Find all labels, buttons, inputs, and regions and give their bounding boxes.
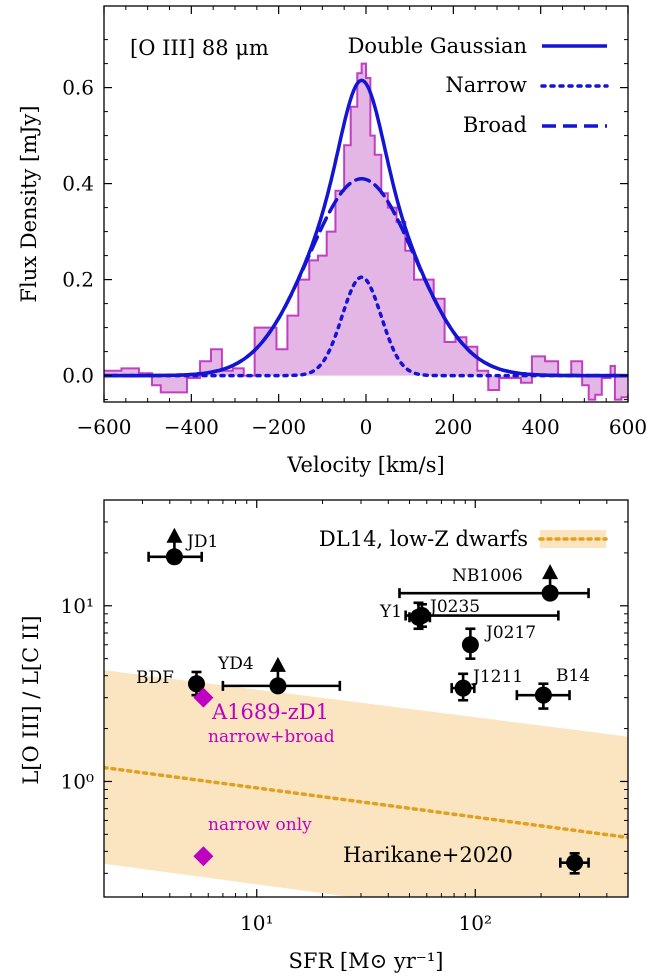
label-yd4: YD4 <box>217 654 254 674</box>
label-j1211: J1211 <box>471 667 523 687</box>
legend-label-broad: Broad <box>463 113 527 137</box>
data-marker <box>454 679 472 697</box>
label-jd1: JD1 <box>185 532 218 552</box>
line-annotation: [O III] 88 μm <box>130 36 269 60</box>
label-bdf: BDF <box>136 668 174 688</box>
point-b14 <box>515 682 571 710</box>
data-marker <box>410 608 428 626</box>
x-tick-label: 200 <box>434 415 472 439</box>
ratio-ticks: 10¹ 10² 10⁰ 10¹ <box>61 499 629 935</box>
label-narrow-broad: narrow+broad <box>208 727 335 747</box>
spectrum-legend: Double Gaussian Narrow Broad <box>348 34 609 137</box>
x-tick-label: −600 <box>77 415 132 439</box>
ratio-plot-frame <box>103 499 629 898</box>
dwarf-band <box>104 670 628 897</box>
spectrum-histogram <box>104 62 628 401</box>
data-marker <box>461 636 479 654</box>
curve-narrow <box>104 275 628 378</box>
data-marker <box>541 584 559 602</box>
gaussian-fit-curves <box>104 78 628 378</box>
legend-label-double-gaussian: Double Gaussian <box>348 34 527 58</box>
ratio-x-axis-title: SFR [M⊙ yr⁻¹] <box>288 949 443 973</box>
point-j0217 <box>461 627 479 660</box>
point-j1211 <box>450 672 476 702</box>
dwarf-relation-line <box>104 765 628 840</box>
point-labels: JD1 NB1006 J0235 Y1 J0217 J1211 B14 BDF … <box>136 532 590 867</box>
x-tick-label: 400 <box>522 415 560 439</box>
point-harikane-2020 <box>559 852 590 875</box>
data-marker <box>269 677 287 695</box>
x-tick-label: 600 <box>609 415 647 439</box>
galaxy-points <box>147 527 590 875</box>
x-tick-label: −200 <box>251 415 306 439</box>
label-nb1006: NB1006 <box>452 566 523 586</box>
y-tick-label: 0.0 <box>62 364 94 388</box>
point-nb1006 <box>398 564 590 602</box>
lower-limit-arrow <box>269 656 286 672</box>
label-harikane: Harikane+2020 <box>343 843 513 867</box>
label-j0217: J0217 <box>484 623 536 643</box>
label-y1: Y1 <box>379 602 402 622</box>
spectrum-fill <box>104 63 628 400</box>
x-tick-label: 0 <box>360 415 373 439</box>
label-narrow-only: narrow only <box>208 815 312 835</box>
point-jd1 <box>147 527 204 566</box>
a1689-marker-narrow-only <box>193 846 214 867</box>
a1689-marker-narrow-broad <box>193 687 214 708</box>
data-marker <box>165 548 183 566</box>
data-marker <box>187 675 205 693</box>
y-tick-label: 0.2 <box>62 268 94 292</box>
ratio-panel: 10¹ 10² 10⁰ 10¹ SFR [M⊙ yr⁻¹] L[O III] / L[… <box>19 499 629 973</box>
y-tick-label: 0.4 <box>62 172 94 196</box>
spectrum-x-axis-title: Velocity [km/s] <box>286 453 444 477</box>
x-tick-label: 10² <box>459 911 492 935</box>
point-y1 <box>408 601 432 631</box>
label-j0235: J0235 <box>428 597 480 617</box>
ratio-legend: DL14, low-Z dwarfs <box>319 527 608 551</box>
legend-label-dwarfs: DL14, low-Z dwarfs <box>319 527 528 551</box>
spectrum-panel: −600 −400 −200 0 200 400 600 0.0 0.2 0.4 0.6 Veloc… <box>17 5 647 477</box>
legend-label-narrow: Narrow <box>445 73 527 97</box>
data-marker <box>566 854 584 872</box>
point-yd4 <box>221 656 342 695</box>
lower-limit-arrow <box>542 564 559 580</box>
dwarf-band-area <box>104 670 628 897</box>
y-tick-label: 10¹ <box>61 594 94 618</box>
ratio-y-axis-title: L[O III] / L[C II] <box>19 615 43 784</box>
y-tick-label: 10⁰ <box>61 769 94 793</box>
x-tick-label: −400 <box>164 415 219 439</box>
data-marker <box>534 686 552 704</box>
x-tick-label: 10¹ <box>240 911 273 935</box>
lower-limit-arrow <box>166 527 183 543</box>
y-tick-label: 0.6 <box>62 76 94 100</box>
label-a1689: A1689-zD1 <box>211 700 329 724</box>
spectrum-y-axis-title: Flux Density [mJy] <box>17 105 41 302</box>
spectrum-ticks: −600 −400 −200 0 200 400 600 0.0 0.2 0.4 0.6 <box>62 6 647 439</box>
curve-broad <box>104 177 628 378</box>
label-b14: B14 <box>556 666 590 686</box>
